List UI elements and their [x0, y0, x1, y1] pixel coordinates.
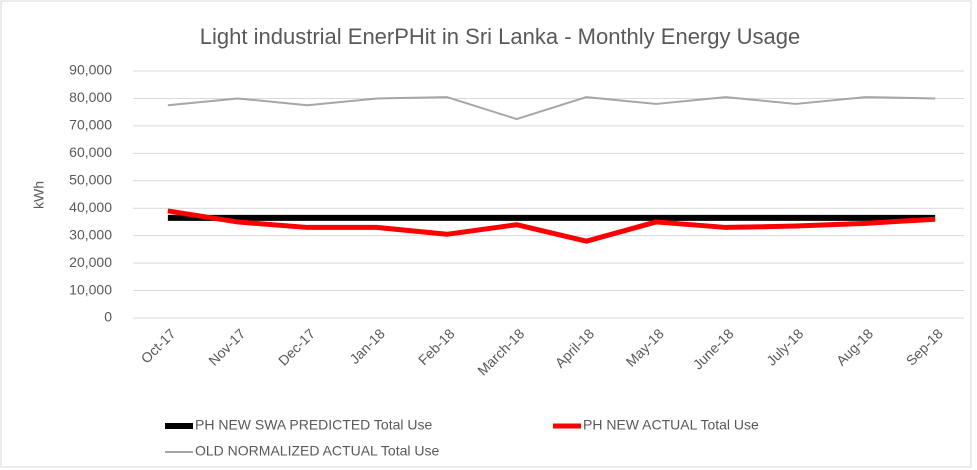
y-tick-label: 20,000 [69, 254, 112, 270]
y-tick-label: 60,000 [69, 144, 112, 160]
chart-title: Light industrial EnerPHit in Sri Lanka -… [200, 24, 800, 49]
series-line [167, 96, 936, 121]
y-tick-label: 30,000 [69, 226, 112, 242]
y-tick-label: 80,000 [69, 89, 112, 105]
y-tick-label: 10,000 [69, 281, 112, 297]
y-tick-label: 70,000 [69, 117, 112, 133]
y-tick-label: 50,000 [69, 171, 112, 187]
series-line [167, 208, 936, 244]
y-tick-label: 40,000 [69, 199, 112, 215]
y-tick-label: 90,000 [69, 62, 112, 78]
legend-label: OLD NORMALIZED ACTUAL Total Use [195, 443, 440, 459]
legend-label: PH NEW SWA PREDICTED Total Use [195, 417, 432, 433]
legend-label: PH NEW ACTUAL Total Use [583, 417, 759, 433]
y-axis-label: kWh [31, 181, 47, 209]
y-tick-label: 0 [104, 309, 112, 325]
